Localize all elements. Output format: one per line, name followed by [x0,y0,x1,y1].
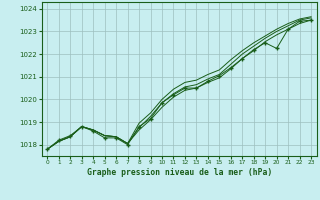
X-axis label: Graphe pression niveau de la mer (hPa): Graphe pression niveau de la mer (hPa) [87,168,272,177]
